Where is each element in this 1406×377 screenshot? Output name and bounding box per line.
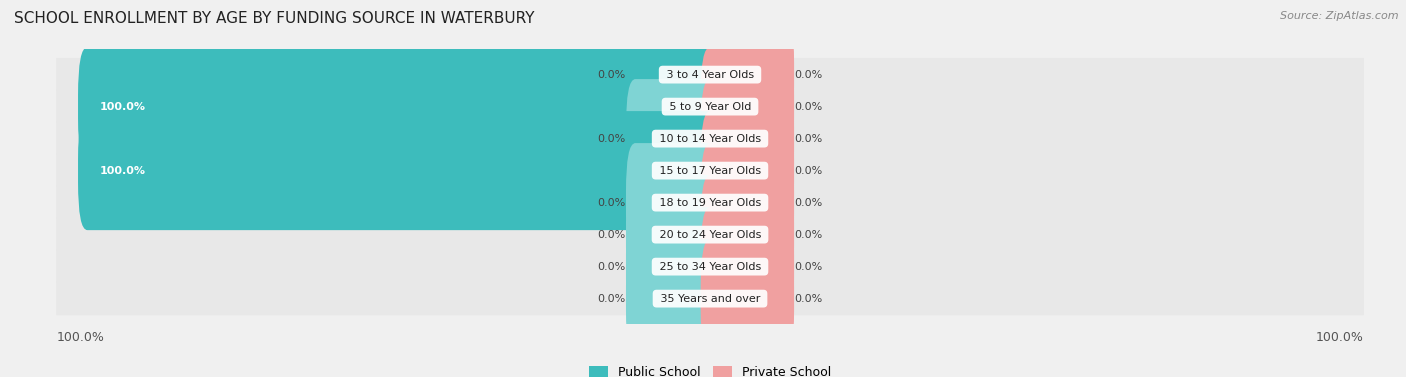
Text: 0.0%: 0.0% — [794, 166, 823, 176]
Text: 5 to 9 Year Old: 5 to 9 Year Old — [665, 102, 755, 112]
Text: 0.0%: 0.0% — [794, 262, 823, 271]
Text: 15 to 17 Year Olds: 15 to 17 Year Olds — [655, 166, 765, 176]
FancyBboxPatch shape — [56, 186, 1364, 219]
FancyBboxPatch shape — [56, 122, 1364, 155]
Text: 0.0%: 0.0% — [598, 70, 626, 80]
Text: 0.0%: 0.0% — [794, 70, 823, 80]
Text: 100.0%: 100.0% — [100, 166, 146, 176]
Text: 3 to 4 Year Olds: 3 to 4 Year Olds — [662, 70, 758, 80]
FancyBboxPatch shape — [77, 47, 720, 166]
FancyBboxPatch shape — [56, 90, 1364, 123]
FancyBboxPatch shape — [626, 175, 720, 294]
FancyBboxPatch shape — [626, 15, 720, 134]
Text: 0.0%: 0.0% — [598, 230, 626, 240]
Text: 0.0%: 0.0% — [598, 294, 626, 303]
FancyBboxPatch shape — [77, 111, 720, 230]
FancyBboxPatch shape — [700, 207, 794, 326]
FancyBboxPatch shape — [56, 58, 1364, 91]
FancyBboxPatch shape — [700, 47, 794, 166]
Text: 35 Years and over: 35 Years and over — [657, 294, 763, 303]
FancyBboxPatch shape — [626, 239, 720, 358]
FancyBboxPatch shape — [56, 154, 1364, 187]
Legend: Public School, Private School: Public School, Private School — [589, 366, 831, 377]
Text: 0.0%: 0.0% — [598, 262, 626, 271]
Text: 0.0%: 0.0% — [794, 230, 823, 240]
Text: 25 to 34 Year Olds: 25 to 34 Year Olds — [655, 262, 765, 271]
Text: 0.0%: 0.0% — [598, 133, 626, 144]
FancyBboxPatch shape — [626, 207, 720, 326]
Text: 0.0%: 0.0% — [598, 198, 626, 208]
Text: 100.0%: 100.0% — [56, 331, 104, 343]
Text: 10 to 14 Year Olds: 10 to 14 Year Olds — [655, 133, 765, 144]
FancyBboxPatch shape — [700, 143, 794, 262]
FancyBboxPatch shape — [700, 15, 794, 134]
FancyBboxPatch shape — [626, 143, 720, 262]
Text: 18 to 19 Year Olds: 18 to 19 Year Olds — [655, 198, 765, 208]
Text: SCHOOL ENROLLMENT BY AGE BY FUNDING SOURCE IN WATERBURY: SCHOOL ENROLLMENT BY AGE BY FUNDING SOUR… — [14, 11, 534, 26]
Text: 0.0%: 0.0% — [794, 133, 823, 144]
Text: 0.0%: 0.0% — [794, 198, 823, 208]
Text: Source: ZipAtlas.com: Source: ZipAtlas.com — [1281, 11, 1399, 21]
FancyBboxPatch shape — [700, 111, 794, 230]
FancyBboxPatch shape — [700, 175, 794, 294]
FancyBboxPatch shape — [56, 250, 1364, 283]
FancyBboxPatch shape — [626, 79, 720, 198]
FancyBboxPatch shape — [700, 239, 794, 358]
FancyBboxPatch shape — [56, 282, 1364, 315]
Text: 0.0%: 0.0% — [794, 102, 823, 112]
Text: 100.0%: 100.0% — [1316, 331, 1364, 343]
Text: 100.0%: 100.0% — [100, 102, 146, 112]
FancyBboxPatch shape — [56, 218, 1364, 251]
Text: 0.0%: 0.0% — [794, 294, 823, 303]
Text: 20 to 24 Year Olds: 20 to 24 Year Olds — [655, 230, 765, 240]
FancyBboxPatch shape — [700, 79, 794, 198]
